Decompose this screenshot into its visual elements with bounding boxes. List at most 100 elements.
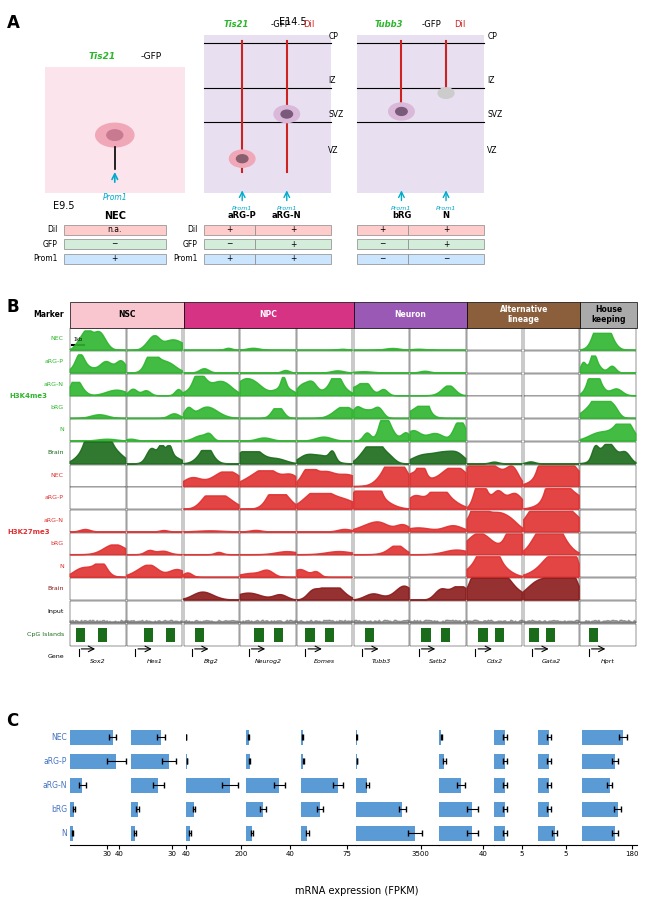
Bar — [297, 578, 352, 600]
Text: n.a.: n.a. — [108, 225, 122, 234]
Text: DiI: DiI — [303, 20, 314, 29]
Polygon shape — [467, 579, 523, 600]
Bar — [580, 328, 636, 350]
Polygon shape — [354, 491, 409, 509]
Bar — [354, 351, 409, 373]
Bar — [582, 755, 615, 768]
Bar — [240, 555, 296, 578]
Text: B: B — [6, 298, 19, 316]
Polygon shape — [580, 620, 636, 623]
Polygon shape — [70, 545, 125, 555]
Polygon shape — [240, 348, 296, 350]
Bar — [580, 464, 636, 486]
Polygon shape — [183, 369, 239, 373]
Polygon shape — [183, 620, 239, 623]
Text: NSC: NSC — [118, 310, 136, 319]
Bar — [478, 628, 488, 642]
Bar — [70, 396, 125, 418]
Bar — [246, 730, 248, 745]
Polygon shape — [410, 493, 466, 509]
Bar — [183, 328, 239, 350]
Polygon shape — [297, 407, 352, 418]
Bar — [240, 487, 296, 509]
Bar — [70, 328, 125, 350]
Bar — [408, 225, 484, 235]
Bar — [297, 510, 352, 532]
Ellipse shape — [229, 151, 255, 167]
Polygon shape — [354, 348, 409, 350]
Bar — [524, 532, 579, 555]
Text: +: + — [379, 225, 385, 234]
Bar — [131, 802, 138, 816]
Bar — [410, 532, 466, 555]
Text: Hprt: Hprt — [601, 658, 615, 664]
Text: Prom1: Prom1 — [277, 206, 297, 211]
Text: -GFP: -GFP — [140, 52, 161, 61]
Polygon shape — [354, 384, 409, 395]
Bar — [183, 396, 239, 418]
Polygon shape — [183, 573, 239, 578]
Bar — [302, 755, 303, 768]
Bar — [302, 730, 303, 745]
Polygon shape — [183, 451, 239, 463]
Polygon shape — [580, 356, 636, 373]
Polygon shape — [240, 452, 296, 463]
Polygon shape — [240, 371, 296, 373]
Polygon shape — [240, 494, 296, 509]
Polygon shape — [524, 466, 579, 486]
Text: −: − — [443, 254, 449, 263]
Bar — [494, 755, 505, 768]
Bar — [240, 578, 296, 600]
Text: H3K4me3: H3K4me3 — [10, 393, 48, 399]
Ellipse shape — [237, 155, 248, 162]
Polygon shape — [297, 470, 352, 486]
Polygon shape — [183, 496, 239, 509]
Text: DiI: DiI — [47, 225, 57, 234]
Bar — [580, 374, 636, 395]
Text: Gene: Gene — [47, 654, 64, 659]
Bar — [357, 254, 408, 264]
Bar — [240, 419, 296, 441]
Bar — [255, 239, 332, 249]
Text: Tubb3: Tubb3 — [374, 20, 403, 29]
Polygon shape — [297, 349, 352, 350]
Bar — [183, 600, 239, 623]
Ellipse shape — [96, 123, 134, 147]
Bar — [467, 374, 523, 395]
Polygon shape — [183, 376, 239, 395]
Bar — [183, 624, 239, 646]
Polygon shape — [410, 526, 466, 532]
Bar — [410, 419, 466, 441]
Bar — [410, 578, 466, 600]
Bar — [408, 239, 484, 249]
Text: +: + — [443, 225, 449, 234]
Bar — [439, 730, 441, 745]
Bar — [183, 555, 239, 578]
Bar — [127, 442, 182, 463]
Text: -GFP: -GFP — [422, 20, 441, 29]
Bar — [297, 442, 352, 463]
Text: H3K27me3: H3K27me3 — [8, 529, 50, 535]
Bar — [76, 628, 85, 642]
Polygon shape — [70, 355, 125, 373]
Bar — [183, 351, 239, 373]
Polygon shape — [410, 386, 466, 395]
Polygon shape — [183, 592, 239, 600]
Polygon shape — [127, 551, 182, 555]
Polygon shape — [297, 437, 352, 441]
Bar — [297, 600, 352, 623]
Bar — [186, 826, 190, 841]
Bar — [183, 374, 239, 395]
Bar — [354, 419, 409, 441]
Bar — [131, 730, 161, 745]
Bar — [410, 555, 466, 578]
Text: VZ: VZ — [488, 146, 498, 155]
Bar — [354, 374, 409, 395]
Bar — [580, 600, 636, 623]
Bar — [410, 442, 466, 463]
Bar — [439, 826, 472, 841]
Polygon shape — [183, 472, 239, 486]
Bar — [439, 778, 461, 793]
Ellipse shape — [107, 130, 123, 141]
Polygon shape — [524, 512, 579, 532]
